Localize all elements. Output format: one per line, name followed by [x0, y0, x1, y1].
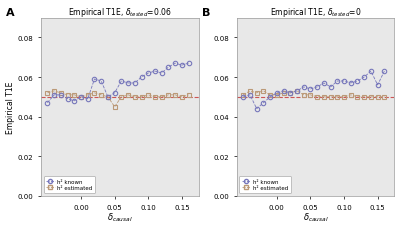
Text: A: A	[6, 8, 15, 18]
X-axis label: $\delta_{causal}$: $\delta_{causal}$	[302, 211, 328, 224]
Title: Empirical T1E, $\delta_{tested}$=0: Empirical T1E, $\delta_{tested}$=0	[270, 5, 361, 19]
Legend: h² known, h² estimated: h² known, h² estimated	[239, 176, 291, 193]
X-axis label: $\delta_{causal}$: $\delta_{causal}$	[107, 211, 133, 224]
Title: Empirical T1E, $\delta_{tested}$=0.06: Empirical T1E, $\delta_{tested}$=0.06	[68, 5, 172, 19]
Text: B: B	[202, 8, 210, 18]
Y-axis label: Empirical T1E: Empirical T1E	[6, 81, 14, 133]
Legend: h² known, h² estimated: h² known, h² estimated	[44, 176, 95, 193]
